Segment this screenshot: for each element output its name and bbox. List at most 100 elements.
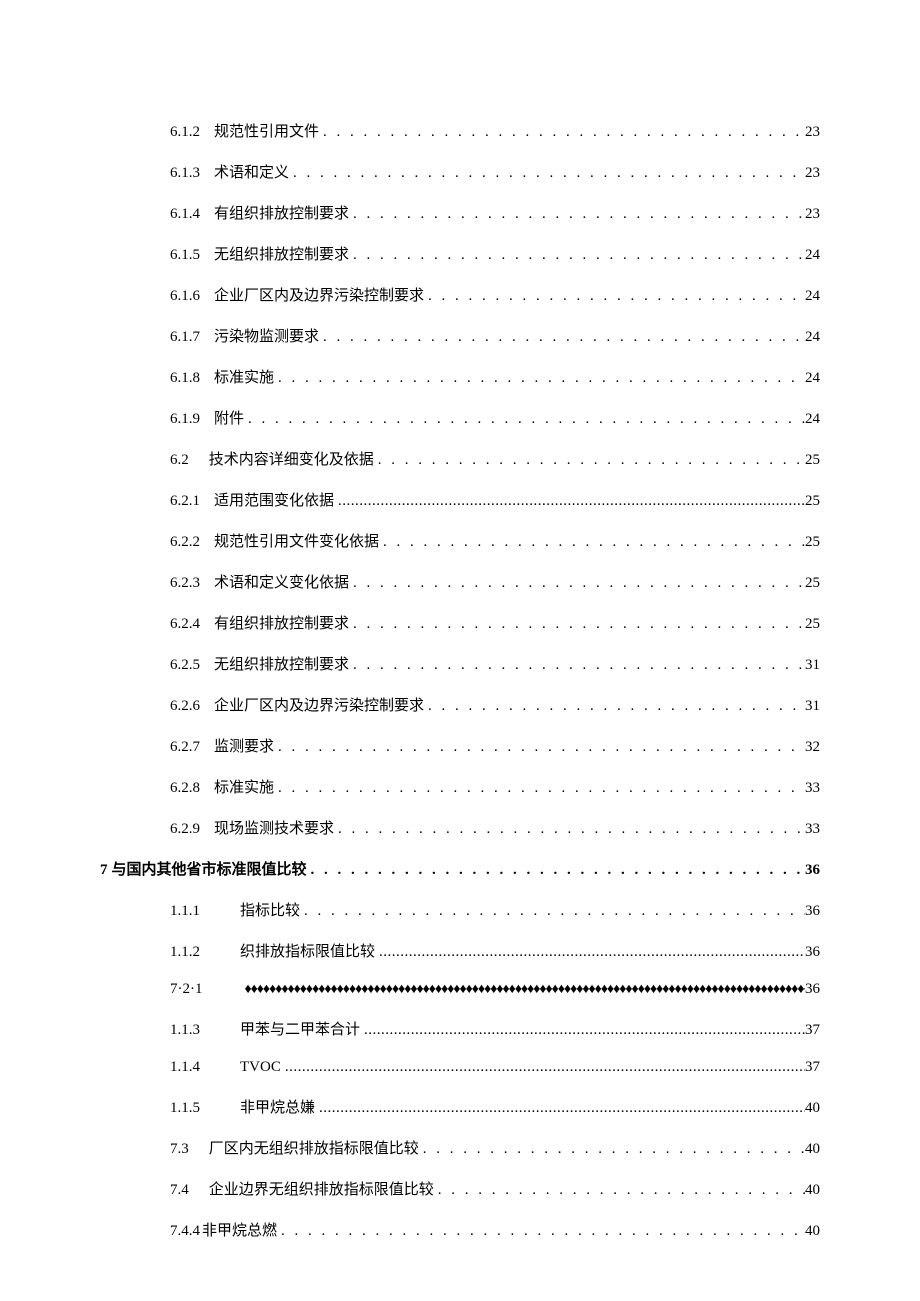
toc-entry-page: 24 <box>805 411 820 428</box>
toc-entry-page: 33 <box>805 780 820 797</box>
toc-entry: 6.2.9现场监测技术要求. . . . . . . . . . . . . .… <box>100 817 820 838</box>
toc-entry-title: 污染物监测要求 <box>214 325 319 346</box>
toc-entry-page: 25 <box>805 575 820 592</box>
toc-entry-number: 7.3 <box>170 1141 209 1158</box>
toc-entry-title: 非甲烷总嫌 <box>240 1096 315 1117</box>
toc-entry-page: 40 <box>805 1100 820 1117</box>
toc-entry-title: 企业厂区内及边界污染控制要求 <box>214 284 424 305</box>
toc-entry-number: 6.2.3 <box>170 575 214 592</box>
toc-entry: 7·2·1♦♦♦♦♦♦♦♦♦♦♦♦♦♦♦♦♦♦♦♦♦♦♦♦♦♦♦♦♦♦♦♦♦♦♦… <box>100 981 820 998</box>
toc-leader: ♦♦♦♦♦♦♦♦♦♦♦♦♦♦♦♦♦♦♦♦♦♦♦♦♦♦♦♦♦♦♦♦♦♦♦♦♦♦♦♦… <box>243 982 806 998</box>
toc-entry: 7.4企业边界无组织排放指标限值比较. . . . . . . . . . . … <box>100 1178 820 1199</box>
toc-entry-number: 6.1.3 <box>170 165 214 182</box>
toc-leader: . . . . . . . . . . . . . . . . . . . . … <box>319 124 805 141</box>
toc-entry-page: 24 <box>805 370 820 387</box>
toc-entry-number: 7·2·1 <box>170 981 243 998</box>
toc-leader: . . . . . . . . . . . . . . . . . . . . … <box>289 165 805 182</box>
toc-entry-number: 1.1.5 <box>170 1100 240 1117</box>
toc-entry: 1.1.2织排放指标限值比较..........................… <box>100 940 820 961</box>
toc-entry-page: 36 <box>805 903 820 920</box>
toc-entry-page: 25 <box>805 534 820 551</box>
toc-entry: 6.1.3术语和定义. . . . . . . . . . . . . . . … <box>100 161 820 182</box>
toc-entry-number: 6.1.2 <box>170 124 214 141</box>
toc-entry: 7与国内其他省市标准限值比较. . . . . . . . . . . . . … <box>100 858 820 879</box>
toc-entry-title: 规范性引用文件 <box>214 120 319 141</box>
toc-entry-number: 1.1.3 <box>170 1022 240 1039</box>
toc-entry-title: 有组织排放控制要求 <box>214 202 349 223</box>
toc-entry-title: 甲苯与二甲苯合计 <box>240 1018 360 1039</box>
toc-entry-title: TVOC <box>240 1059 281 1076</box>
toc-entry-title: 标准实施 <box>214 776 274 797</box>
toc-entry: 6.2.7监测要求. . . . . . . . . . . . . . . .… <box>100 735 820 756</box>
toc-entry-number: 7 <box>100 862 112 879</box>
toc-entry-number: 6.2.6 <box>170 698 214 715</box>
toc-entry-page: 36 <box>805 944 820 961</box>
toc-entry-number: 1.1.1 <box>170 903 240 920</box>
toc-entry-page: 32 <box>805 739 820 756</box>
toc-entry: 1.1.4TVOC...............................… <box>100 1059 820 1076</box>
toc-leader: . . . . . . . . . . . . . . . . . . . . … <box>349 657 805 674</box>
toc-leader: . . . . . . . . . . . . . . . . . . . . … <box>379 534 805 551</box>
toc-entry: 6.1.2规范性引用文件. . . . . . . . . . . . . . … <box>100 120 820 141</box>
toc-entry-title: 适用范围变化依据 <box>214 489 334 510</box>
toc-leader: . . . . . . . . . . . . . . . . . . . . … <box>274 370 805 387</box>
toc-entry-number: 6.1.4 <box>170 206 214 223</box>
toc-entry-page: 31 <box>805 698 820 715</box>
toc-entry: 6.2.8标准实施. . . . . . . . . . . . . . . .… <box>100 776 820 797</box>
toc-entry-title: 织排放指标限值比较 <box>240 940 375 961</box>
toc-leader: ........................................… <box>334 493 805 510</box>
toc-entry: 6.2.5无组织排放控制要求. . . . . . . . . . . . . … <box>100 653 820 674</box>
toc-entry-title: 与国内其他省市标准限值比较 <box>112 858 307 879</box>
toc-entry-number: 6.2.8 <box>170 780 214 797</box>
toc-entry: 6.1.4有组织排放控制要求. . . . . . . . . . . . . … <box>100 202 820 223</box>
toc-entry-number: 7.4.4 <box>170 1223 202 1240</box>
toc-entry: 6.2.4有组织排放控制要求. . . . . . . . . . . . . … <box>100 612 820 633</box>
toc-leader: . . . . . . . . . . . . . . . . . . . . … <box>434 1182 805 1199</box>
toc-entry: 6.1.5无组织排放控制要求. . . . . . . . . . . . . … <box>100 243 820 264</box>
toc-leader: ........................................… <box>281 1059 805 1076</box>
toc-entry-title: 厂区内无组织排放指标限值比较 <box>209 1137 419 1158</box>
toc-entry-title: 无组织排放控制要求 <box>214 653 349 674</box>
toc-entry-number: 6.2.4 <box>170 616 214 633</box>
toc-entry: 6.2.1适用范围变化依据...........................… <box>100 489 820 510</box>
toc-entry: 1.1.5非甲烷总嫌..............................… <box>100 1096 820 1117</box>
toc-entry-number: 6.2 <box>170 452 209 469</box>
toc-entry-title: 企业边界无组织排放指标限值比较 <box>209 1178 434 1199</box>
toc-entry: 6.2.6企业厂区内及边界污染控制要求. . . . . . . . . . .… <box>100 694 820 715</box>
toc-entry-title: 术语和定义 <box>214 161 289 182</box>
toc-entry: 6.1.9附件. . . . . . . . . . . . . . . . .… <box>100 407 820 428</box>
toc-leader: . . . . . . . . . . . . . . . . . . . . … <box>300 903 805 920</box>
toc-leader: . . . . . . . . . . . . . . . . . . . . … <box>349 206 805 223</box>
toc-leader: . . . . . . . . . . . . . . . . . . . . … <box>374 452 805 469</box>
toc-entry-number: 1.1.4 <box>170 1059 240 1076</box>
toc-entry: 1.1.3甲苯与二甲苯合计...........................… <box>100 1018 820 1039</box>
toc-entry: 6.2.2规范性引用文件变化依据. . . . . . . . . . . . … <box>100 530 820 551</box>
toc-entry-number: 6.2.7 <box>170 739 214 756</box>
toc-entry-page: 25 <box>805 616 820 633</box>
toc-entry-title: 监测要求 <box>214 735 274 756</box>
toc-entry-title: 有组织排放控制要求 <box>214 612 349 633</box>
toc-entry-number: 6.1.8 <box>170 370 214 387</box>
toc-entry-title: 规范性引用文件变化依据 <box>214 530 379 551</box>
toc-entry-page: 24 <box>805 247 820 264</box>
toc-entry: 7.4.4非甲烷总燃. . . . . . . . . . . . . . . … <box>100 1219 820 1240</box>
toc-entry-title: 现场监测技术要求 <box>214 817 334 838</box>
toc-leader: . . . . . . . . . . . . . . . . . . . . … <box>349 247 805 264</box>
toc-leader: . . . . . . . . . . . . . . . . . . . . … <box>349 575 805 592</box>
toc-entry-number: 1.1.2 <box>170 944 240 961</box>
toc-entry-page: 36 <box>805 981 820 998</box>
toc-leader: ........................................… <box>360 1022 805 1039</box>
toc-entry-number: 6.1.6 <box>170 288 214 305</box>
toc-entry-page: 24 <box>805 329 820 346</box>
toc-entry-page: 23 <box>805 124 820 141</box>
toc-leader: . . . . . . . . . . . . . . . . . . . . … <box>349 616 805 633</box>
toc-entry-page: 24 <box>805 288 820 305</box>
toc-leader: . . . . . . . . . . . . . . . . . . . . … <box>424 698 805 715</box>
toc-entry: 6.2技术内容详细变化及依据. . . . . . . . . . . . . … <box>100 448 820 469</box>
toc-entry-number: 6.2.9 <box>170 821 214 838</box>
toc-entry: 6.2.3术语和定义变化依据. . . . . . . . . . . . . … <box>100 571 820 592</box>
toc-entry-number: 6.2.2 <box>170 534 214 551</box>
toc-leader: . . . . . . . . . . . . . . . . . . . . … <box>274 739 805 756</box>
toc-entry: 1.1.1指标比较. . . . . . . . . . . . . . . .… <box>100 899 820 920</box>
toc-entry: 7.3厂区内无组织排放指标限值比较. . . . . . . . . . . .… <box>100 1137 820 1158</box>
